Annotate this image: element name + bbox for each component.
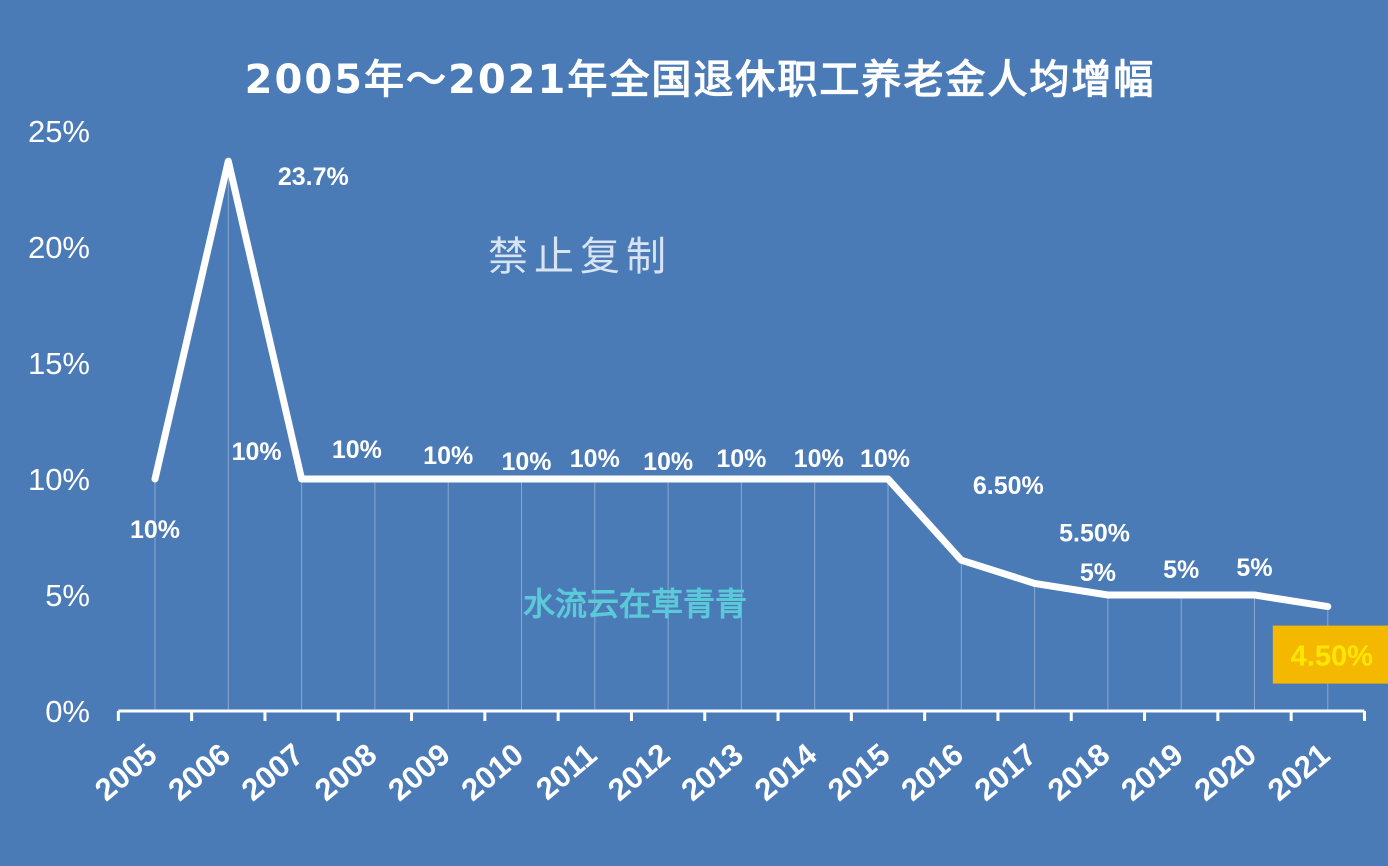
data-label: 10%	[716, 445, 766, 473]
watermark-no-copy: 禁止复制	[488, 234, 672, 280]
data-label: 10%	[332, 436, 382, 464]
data-point	[298, 476, 305, 482]
data-point	[665, 476, 672, 482]
data-label: 10%	[501, 448, 551, 476]
data-label: 5%	[1163, 556, 1199, 584]
data-label: 23.7%	[278, 163, 349, 191]
data-label: 10%	[130, 516, 180, 544]
data-point	[811, 476, 818, 482]
data-point	[1178, 592, 1185, 598]
data-point	[591, 476, 598, 482]
data-label: 10%	[423, 442, 473, 470]
y-tick-label: 5%	[45, 578, 90, 613]
data-label: 10%	[794, 445, 844, 473]
data-point	[885, 476, 891, 482]
y-tick-label: 15%	[28, 346, 90, 381]
data-labels: 10% 23.7% 10% 10% 10% 10% 10% 10% 10% 10% 10% 6.50%…	[130, 163, 1388, 684]
data-label: 5.50%	[1059, 519, 1130, 547]
data-point	[1324, 603, 1331, 610]
y-axis: 0% 5% 10% 15% 20% 25%	[28, 114, 90, 729]
data-point	[152, 476, 158, 482]
watermark-author: 水流云在草青青	[523, 585, 747, 623]
highlight-label-box	[1272, 625, 1388, 684]
data-point	[518, 476, 525, 482]
data-label: 6.50%	[973, 472, 1044, 500]
data-point	[371, 476, 378, 482]
data-label: 5%	[1236, 554, 1272, 582]
data-label: 10%	[232, 438, 282, 466]
data-label: 10%	[860, 445, 910, 473]
data-label: 10%	[643, 448, 693, 476]
data-point	[1031, 580, 1038, 587]
y-tick-label: 10%	[28, 462, 90, 497]
y-tick-label: 0%	[45, 694, 90, 729]
data-point	[958, 557, 965, 564]
gridlines	[154, 161, 1329, 711]
chart-title: 2005年～2021年全国退休职工养老金人均增幅	[245, 57, 1156, 103]
data-point	[1104, 592, 1111, 598]
data-point	[1251, 592, 1258, 598]
data-label: 4.50%	[1291, 641, 1373, 673]
data-point	[445, 476, 452, 482]
y-tick-label: 25%	[28, 114, 90, 149]
data-point	[225, 158, 232, 165]
series-line-group	[151, 157, 1332, 611]
y-tick-label: 20%	[28, 230, 90, 265]
data-point	[738, 476, 745, 482]
data-label: 5%	[1080, 559, 1116, 587]
data-label: 10%	[570, 445, 620, 473]
